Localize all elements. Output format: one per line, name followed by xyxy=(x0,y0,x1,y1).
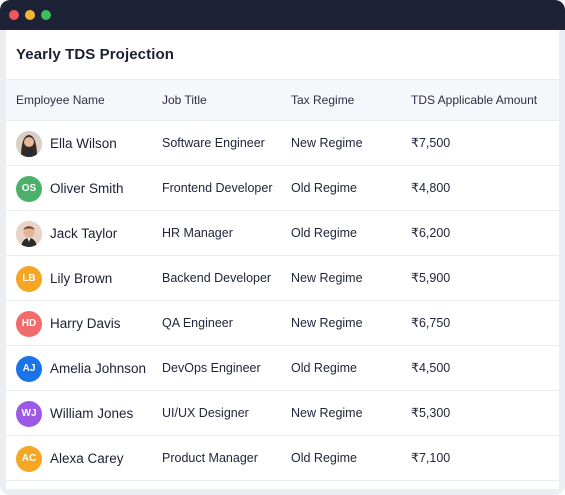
employee-name: William Jones xyxy=(50,406,134,421)
tax-regime: Old Regime xyxy=(291,181,357,195)
job-title: Backend Developer xyxy=(162,271,272,285)
tds-amount: ₹6,750 xyxy=(411,316,451,330)
table-row[interactable]: AJ Amelia Johnson DevOps Engineer Old Regim… xyxy=(6,346,559,391)
employee-name: Oliver Smith xyxy=(50,181,124,196)
table-body: Ella Wilson Software Engineer New Regime ₹7… xyxy=(6,121,559,481)
avatar: OS xyxy=(16,176,42,202)
tds-amount: ₹4,500 xyxy=(411,361,451,375)
table-row[interactable]: WJ William Jones UI/UX Designer New Regime ₹… xyxy=(6,391,559,436)
table-row[interactable]: LB Lily Brown Backend Developer New Regime ₹… xyxy=(6,256,559,301)
tds-amount: ₹5,900 xyxy=(411,271,451,285)
header-tax-regime[interactable]: Tax Regime xyxy=(291,93,355,107)
tds-amount: ₹7,100 xyxy=(411,451,451,465)
avatar xyxy=(16,221,42,247)
tds-amount: ₹6,200 xyxy=(411,226,451,240)
job-title: HR Manager xyxy=(162,226,233,240)
tds-amount: ₹5,300 xyxy=(411,406,451,420)
tax-regime: New Regime xyxy=(291,406,363,420)
job-title: Product Manager xyxy=(162,451,258,465)
tax-regime: New Regime xyxy=(291,136,363,150)
tds-projection-card: Yearly TDS Projection Employee Name Job … xyxy=(6,30,559,489)
employee-name: Ella Wilson xyxy=(50,136,117,151)
minimize-window-button[interactable] xyxy=(25,10,35,20)
employee-name: Amelia Johnson xyxy=(50,361,147,376)
job-title: Software Engineer xyxy=(162,136,265,150)
tax-regime: New Regime xyxy=(291,271,363,285)
tds-amount: ₹7,500 xyxy=(411,136,451,150)
table-row[interactable]: OS Oliver Smith Frontend Developer Old Regi… xyxy=(6,166,559,211)
table-row[interactable]: AC Alexa Carey Product Manager Old Regime ₹7… xyxy=(6,436,559,481)
avatar xyxy=(16,131,42,157)
header-tds-amount[interactable]: TDS Applicable Amount xyxy=(411,93,538,107)
avatar: HD xyxy=(16,311,42,337)
tax-regime: Old Regime xyxy=(291,361,357,375)
window-titlebar xyxy=(0,0,565,30)
job-title: QA Engineer xyxy=(162,316,233,330)
tds-amount: ₹4,800 xyxy=(411,181,451,195)
avatar: WJ xyxy=(16,401,42,427)
employee-name: Jack Taylor xyxy=(50,226,118,241)
employee-name: Alexa Carey xyxy=(50,451,124,466)
header-job-title[interactable]: Job Title xyxy=(162,93,207,107)
table-row[interactable]: Jack Taylor HR Manager Old Regime ₹6,200 xyxy=(6,211,559,256)
employee-name: Harry Davis xyxy=(50,316,121,331)
tax-regime: Old Regime xyxy=(291,451,357,465)
header-employee-name[interactable]: Employee Name xyxy=(16,93,105,107)
avatar: LB xyxy=(16,266,42,292)
avatar: AJ xyxy=(16,356,42,382)
table-header: Employee Name Job Title Tax Regime TDS A… xyxy=(6,79,559,121)
card-title: Yearly TDS Projection xyxy=(16,46,174,63)
job-title: DevOps Engineer xyxy=(162,361,261,375)
tax-regime: New Regime xyxy=(291,316,363,330)
employee-name: Lily Brown xyxy=(50,271,113,286)
avatar: AC xyxy=(16,446,42,472)
table-row[interactable]: HD Harry Davis QA Engineer New Regime ₹6,750 xyxy=(6,301,559,346)
job-title: Frontend Developer xyxy=(162,181,273,195)
table-row[interactable]: Ella Wilson Software Engineer New Regime ₹7… xyxy=(6,121,559,166)
tax-regime: Old Regime xyxy=(291,226,357,240)
maximize-window-button[interactable] xyxy=(41,10,51,20)
close-window-button[interactable] xyxy=(9,10,19,20)
job-title: UI/UX Designer xyxy=(162,406,249,420)
